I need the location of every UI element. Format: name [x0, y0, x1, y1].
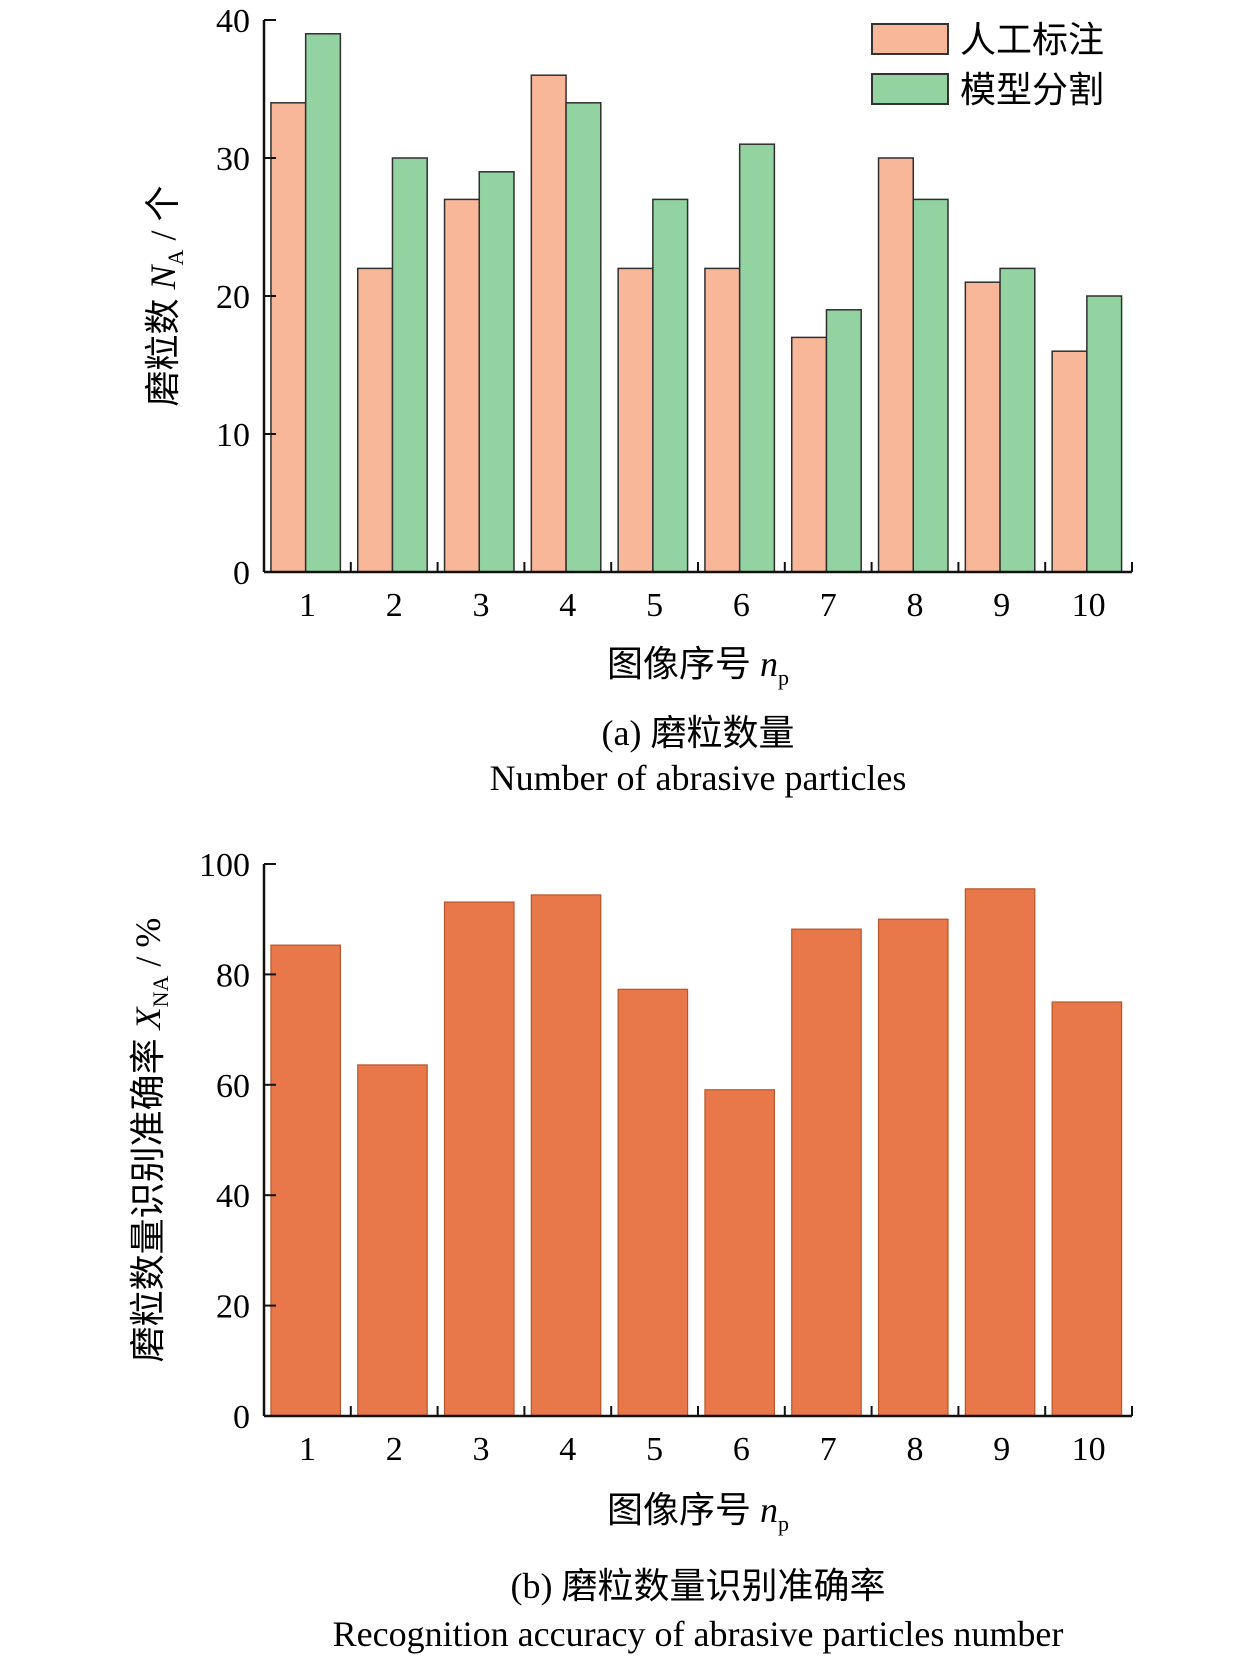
a-bar-series-1 — [738, 143, 776, 573]
a-bar-series-0 — [270, 102, 307, 573]
a-bar-series-0 — [790, 336, 828, 573]
a-bar-series-1 — [999, 267, 1036, 573]
a-bar-series-0 — [356, 267, 394, 573]
a-bar-series-1 — [1086, 295, 1123, 573]
a-y-tick-label: 20 — [216, 279, 250, 316]
a-x-tick-label: 2 — [386, 587, 403, 624]
b-bar — [443, 901, 515, 1417]
b-bar — [791, 928, 862, 1417]
a-bar-series-0 — [964, 281, 1001, 573]
a-x-tick-label: 5 — [646, 587, 663, 624]
b-y-tick-label: 100 — [199, 847, 250, 884]
legend-label-series-1: 模型分割 — [960, 70, 1104, 110]
b-bar — [617, 988, 689, 1417]
chart-b-bars — [270, 888, 1123, 1417]
a-bar-series-1 — [652, 198, 689, 573]
b-x-tick-label: 5 — [646, 1431, 663, 1468]
a-x-tick-label: 3 — [473, 587, 490, 624]
chart-a-caption-en: Number of abrasive particles — [490, 758, 907, 798]
b-bar — [530, 894, 602, 1417]
a-y-tick-label: 0 — [233, 555, 250, 592]
chart-a-y-ticks: 0 10 20 30 40 — [216, 3, 276, 592]
a-bar-series-0 — [1051, 350, 1088, 573]
chart-a-x-axis-label: 图像序号 np — [607, 644, 789, 690]
a-bar-series-0 — [704, 267, 741, 573]
a-bar-series-1 — [825, 309, 862, 573]
a-bar-series-1 — [478, 171, 515, 573]
b-x-tick-label: 10 — [1072, 1431, 1106, 1468]
chart-b-x-ticks: 1 2 3 4 5 6 7 8 9 10 — [299, 1406, 1133, 1468]
b-bar — [1051, 1001, 1123, 1417]
a-bar-series-1 — [391, 157, 428, 573]
a-bar-series-1 — [565, 102, 602, 573]
b-x-tick-label: 8 — [907, 1431, 924, 1468]
chart-b-caption-en: Recognition accuracy of abrasive particl… — [333, 1614, 1064, 1654]
b-x-tick-label: 6 — [733, 1431, 750, 1468]
b-x-tick-label: 4 — [559, 1431, 576, 1468]
a-y-tick-label: 30 — [216, 141, 250, 178]
a-x-tick-label: 4 — [559, 587, 576, 624]
a-x-tick-label: 6 — [733, 587, 750, 624]
a-bar-series-0 — [617, 267, 654, 573]
b-x-tick-label: 1 — [299, 1431, 316, 1468]
a-y-tick-label: 40 — [216, 3, 250, 40]
a-bar-series-0 — [443, 198, 481, 573]
b-bar — [357, 1064, 428, 1417]
b-y-tick-label: 0 — [233, 1399, 250, 1436]
a-x-tick-label: 1 — [299, 587, 316, 624]
b-y-tick-label: 20 — [216, 1289, 250, 1326]
chart-b-x-axis-label: 图像序号 np — [607, 1490, 789, 1536]
chart-a-y-axis-label: 磨粒数 NA / 个 — [143, 186, 188, 407]
b-bar — [964, 888, 1036, 1417]
chart-b: 0 20 40 60 80 100 1 2 3 4 5 6 7 8 9 10 磨粒数量识别准确率 XNA /… — [128, 847, 1133, 1654]
a-bar-series-0 — [877, 157, 915, 573]
chart-b-caption: (b) 磨粒数量识别准确率 — [511, 1566, 886, 1606]
b-bar — [877, 918, 949, 1417]
chart-a: 0 10 20 30 40 1 2 3 4 5 6 7 8 9 10 磨粒数 NA / 个 图像序号 np… — [143, 3, 1133, 798]
a-x-tick-label: 9 — [993, 587, 1010, 624]
b-x-tick-label: 7 — [820, 1431, 837, 1468]
a-y-tick-label: 10 — [216, 417, 250, 454]
b-y-tick-label: 40 — [216, 1178, 250, 1215]
b-x-tick-label: 2 — [386, 1431, 403, 1468]
b-x-tick-label: 3 — [473, 1431, 490, 1468]
a-bar-series-1 — [912, 198, 949, 573]
legend-swatch-series-1 — [871, 73, 949, 105]
a-bar-series-1 — [304, 33, 342, 573]
a-bar-series-0 — [530, 74, 567, 573]
chart-b-y-ticks: 0 20 40 60 80 100 — [199, 847, 276, 1436]
chart-b-y-axis-label: 磨粒数量识别准确率 XNA / % — [128, 918, 173, 1363]
chart-a-caption: (a) 磨粒数量 — [602, 713, 795, 753]
b-bar — [270, 944, 341, 1417]
chart-a-bars — [270, 33, 1123, 573]
b-y-tick-label: 80 — [216, 957, 250, 994]
a-x-tick-label: 7 — [820, 587, 837, 624]
b-bar — [704, 1089, 775, 1417]
a-x-tick-label: 8 — [907, 587, 924, 624]
legend-swatch-series-0 — [871, 23, 949, 55]
legend-label-series-0: 人工标注 — [960, 20, 1104, 60]
b-x-tick-label: 9 — [993, 1431, 1010, 1468]
b-y-tick-label: 60 — [216, 1068, 250, 1105]
chart-a-legend: 人工标注 模型分割 — [871, 20, 1104, 110]
a-x-tick-label: 10 — [1072, 587, 1106, 624]
chart-a-x-ticks: 1 2 3 4 5 6 7 8 9 10 — [299, 562, 1133, 624]
